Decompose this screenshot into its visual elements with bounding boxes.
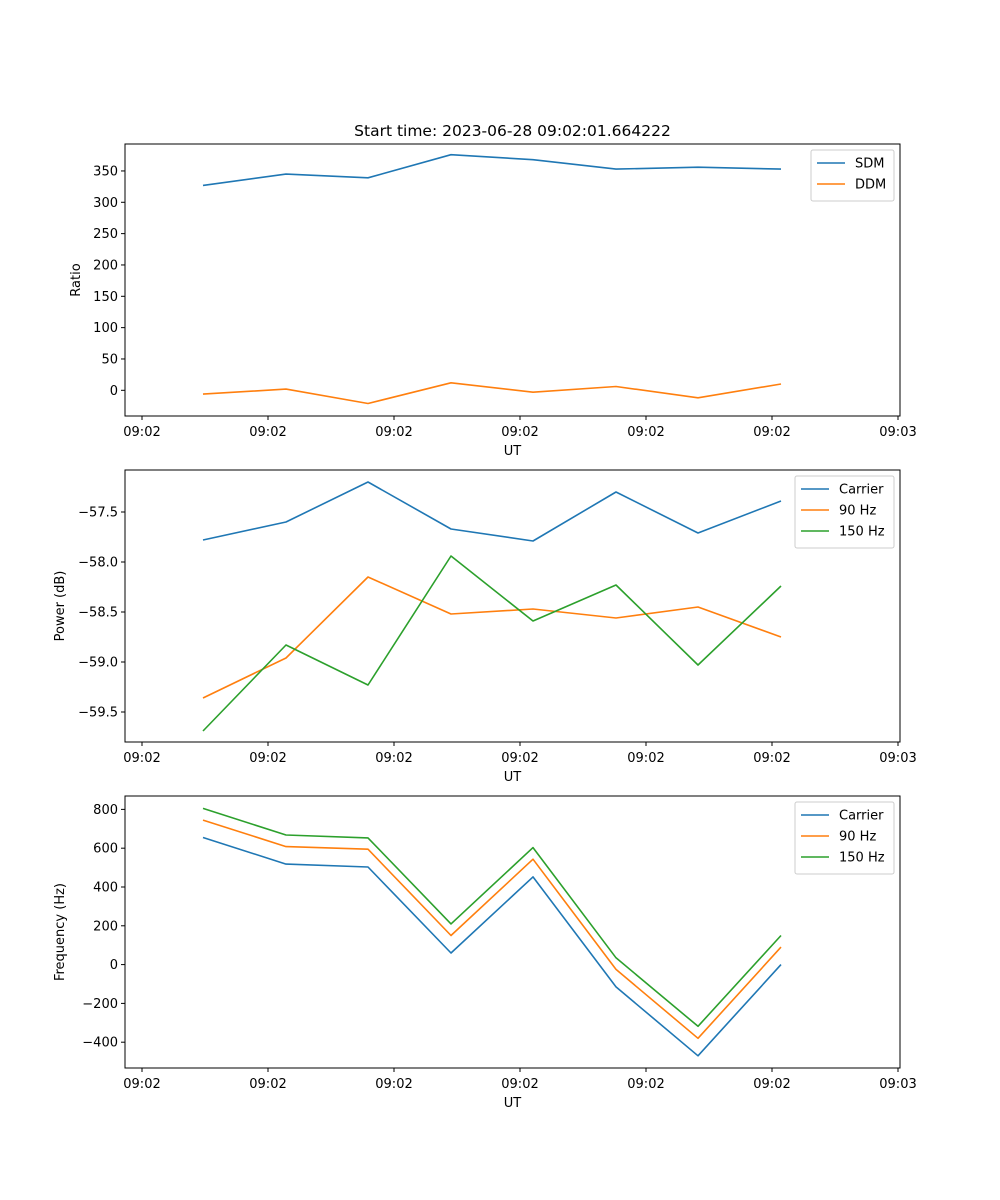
y-tick-label: 100 [93,321,118,336]
legend: Carrier 90 Hz 150 Hz [794,475,895,549]
y-axis-label: Ratio [69,263,84,296]
x-tick-label: 09:02 [627,1077,664,1092]
y-tick-label: −58.5 [78,606,118,621]
chart-title: Start time: 2023-06-28 09:02:01.664222 [354,122,671,140]
series-line-carrier [202,836,782,1057]
x-tick-label: 09:02 [501,751,538,766]
x-axis-label: UT [504,1096,522,1111]
legend-entry: DDM [855,178,886,193]
y-axis-label: Frequency (Hz) [53,883,68,981]
y-tick-label: 0 [110,384,118,399]
plot-frame [124,469,901,743]
y-tick-label: 150 [93,290,118,305]
x-tick-label: 09:02 [123,751,160,766]
x-tick-label: 09:02 [375,1077,412,1092]
y-tick-label: 50 [101,352,118,367]
series-line-150-hz [202,807,782,1028]
y-axis-label: Power (dB) [53,571,68,642]
series-line-90-hz [202,576,782,699]
y-tick-label: 400 [93,880,118,895]
x-tick-label: 09:02 [627,751,664,766]
y-tick-label: 250 [93,227,118,242]
legend-entry: Carrier [839,483,884,498]
y-tick-label: 800 [93,803,118,818]
series-line-sdm [202,153,782,187]
legend-box [794,475,895,549]
x-tick-label: 09:03 [879,1077,916,1092]
y-tick-label: 200 [93,258,118,273]
x-tick-label: 09:02 [753,425,790,440]
y-tick-label: 350 [93,164,118,179]
series-line-150-hz [202,555,782,732]
y-tick-label: −59.5 [78,706,118,721]
legend: Carrier 90 Hz 150 Hz [794,801,895,875]
x-tick-label: 09:02 [375,425,412,440]
y-tick-label: −59.0 [78,656,118,671]
x-tick-label: 09:02 [249,1077,286,1092]
legend: SDM DDM [810,149,895,202]
legend-entry: Carrier [839,809,884,824]
x-tick-label: 09:02 [753,751,790,766]
chart-panel-3: 09:02 09:02 09:02 09:02 09:02 09:02 09:03 UT −40… [53,795,917,1111]
series-line-carrier [202,481,782,542]
series-line-ddm [202,381,782,405]
legend-box [794,801,895,875]
x-tick-label: 09:02 [375,751,412,766]
legend-entry: 90 Hz [839,504,876,519]
x-tick-label: 09:02 [249,751,286,766]
y-tick-label: −200 [82,997,118,1012]
x-tick-label: 09:02 [627,425,664,440]
legend-entry: 90 Hz [839,830,876,845]
plot-frame [124,143,901,417]
y-tick-label: −57.5 [78,506,118,521]
y-tick-label: 0 [110,958,118,973]
x-tick-label: 09:02 [501,425,538,440]
x-axis-label: UT [504,770,522,785]
x-tick-label: 09:03 [879,425,916,440]
x-tick-label: 09:02 [753,1077,790,1092]
y-tick-label: 200 [93,919,118,934]
y-tick-label: −58.0 [78,556,118,571]
x-tick-label: 09:02 [501,1077,538,1092]
chart-panel-1: Start time: 2023-06-28 09:02:01.664222 09… [69,122,917,459]
legend-entry: 150 Hz [839,851,885,866]
plot-frame [124,795,901,1069]
y-tick-label: −400 [82,1036,118,1051]
series-line-90-hz [202,819,782,1040]
legend-entry: 150 Hz [839,525,885,540]
x-tick-label: 09:02 [123,1077,160,1092]
chart-panel-2: 09:02 09:02 09:02 09:02 09:02 09:02 09:03 UT −59… [53,469,917,785]
x-tick-label: 09:03 [879,751,916,766]
y-tick-label: 300 [93,196,118,211]
legend-entry: SDM [855,157,884,172]
x-tick-label: 09:02 [123,425,160,440]
x-tick-label: 09:02 [249,425,286,440]
y-tick-label: 600 [93,842,118,857]
x-axis-label: UT [504,444,522,459]
